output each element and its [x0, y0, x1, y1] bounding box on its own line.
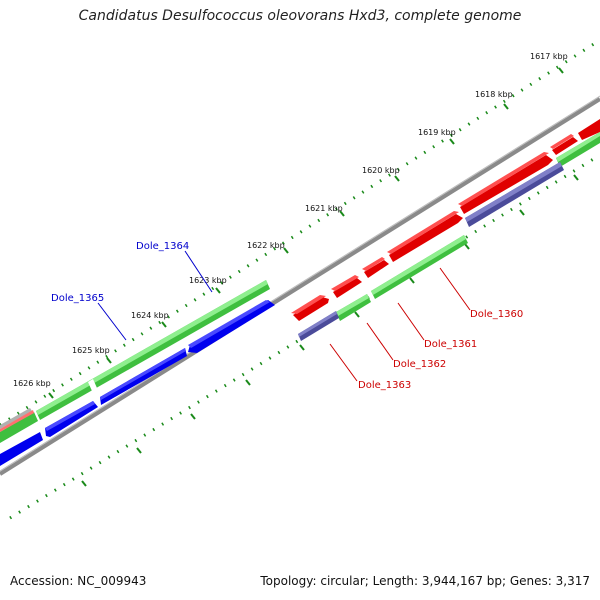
gene-label-dole-1361: Dole_1361 — [424, 339, 477, 350]
left-feature-blocks — [0, 280, 275, 466]
major-tick — [190, 413, 196, 420]
kbp-label: 1620 kbp — [362, 166, 400, 175]
other-feature-top — [298, 311, 337, 337]
major-tick — [245, 379, 251, 386]
forward-cds — [293, 297, 329, 321]
forward-cds-top — [331, 275, 359, 291]
forward-cds-top — [362, 257, 385, 271]
reverse-cds — [188, 300, 275, 353]
kbp-label: 1626 kbp — [13, 379, 51, 388]
major-tick — [558, 67, 564, 74]
reverse-cds-top — [188, 300, 270, 348]
rna-feature-top — [371, 235, 466, 295]
rna-feature-top — [336, 294, 369, 316]
major-tick — [339, 210, 345, 217]
accession-text: Accession: NC_009943 — [10, 574, 147, 588]
forward-cds — [389, 214, 463, 262]
gene-label-dole-1362: Dole_1362 — [393, 359, 446, 370]
forward-cds-top — [550, 134, 574, 149]
other-feature — [0, 408, 32, 429]
reverse-cds-top — [100, 348, 186, 400]
leader-dole-1362 — [366, 322, 394, 361]
map-title: Candidatus Desulfococcus oleovorans Hxd3… — [78, 8, 522, 24]
leader-dole-1361 — [397, 302, 425, 341]
major-tick — [136, 447, 142, 454]
kbp-label: 1623 kbp — [189, 276, 227, 285]
leader-dole-1363 — [329, 343, 358, 382]
backbone-line — [0, 97, 600, 476]
forward-cds-top — [387, 211, 459, 254]
reverse-cds — [0, 432, 43, 466]
kbp-label: 1621 kbp — [305, 204, 343, 213]
major-tick — [283, 247, 289, 254]
forward-cds — [460, 155, 553, 214]
kbp-labels: 1617 kbp 1618 kbp 1619 kbp 1620 kbp 1621… — [13, 52, 568, 388]
major-tick — [573, 174, 579, 181]
kbp-label: 1624 kbp — [131, 311, 169, 320]
kbp-label: 1622 kbp — [247, 241, 285, 250]
major-tick — [464, 243, 470, 250]
major-tick — [81, 480, 87, 487]
gene-labels: Dole_1364 Dole_1365 Dole_1360 Dole_1361 … — [51, 241, 523, 391]
outer-major-ticks — [48, 67, 564, 399]
gene-label-dole-1364: Dole_1364 — [136, 241, 189, 252]
backbone — [0, 95, 600, 476]
rna-feature-top — [556, 132, 600, 162]
other-feature-top — [465, 162, 562, 222]
forward-cds-top — [291, 295, 326, 314]
forward-cds-top — [458, 152, 549, 206]
gene-leaders — [97, 250, 471, 382]
major-tick — [48, 392, 54, 399]
kbp-label: 1617 kbp — [530, 52, 568, 61]
gene-label-dole-1363: Dole_1363 — [358, 380, 411, 391]
major-tick — [503, 103, 509, 110]
forward-cds — [333, 278, 362, 298]
right-feature-blocks — [291, 119, 600, 341]
major-tick — [409, 277, 415, 284]
leader-dole-1360 — [439, 267, 471, 311]
gene-label-dole-1360: Dole_1360 — [470, 309, 523, 320]
major-tick — [161, 321, 167, 328]
forward-cds — [578, 119, 600, 140]
major-tick — [449, 138, 455, 145]
inner-major-ticks — [81, 174, 579, 487]
forward-cds — [552, 137, 578, 155]
major-tick — [519, 209, 525, 216]
backbone-highlight — [0, 95, 600, 472]
major-tick — [354, 311, 360, 318]
major-tick — [299, 344, 305, 351]
kbp-label: 1625 kbp — [72, 346, 110, 355]
feature-gap — [88, 379, 97, 391]
genome-summary-text: Topology: circular; Length: 3,944,167 bp… — [260, 574, 590, 588]
other-feature — [0, 410, 34, 432]
major-tick — [215, 287, 221, 294]
kbp-label: 1619 kbp — [418, 128, 456, 137]
reverse-cds — [45, 401, 98, 437]
major-tick — [394, 175, 400, 182]
major-tick — [106, 357, 112, 364]
reverse-cds-top — [45, 401, 95, 431]
leader-dole-1365 — [97, 302, 127, 341]
rna-feature — [0, 412, 38, 443]
kbp-label: 1618 kbp — [475, 90, 513, 99]
forward-cds — [364, 260, 389, 278]
gene-label-dole-1365: Dole_1365 — [51, 293, 104, 304]
leader-dole-1364 — [184, 250, 213, 293]
